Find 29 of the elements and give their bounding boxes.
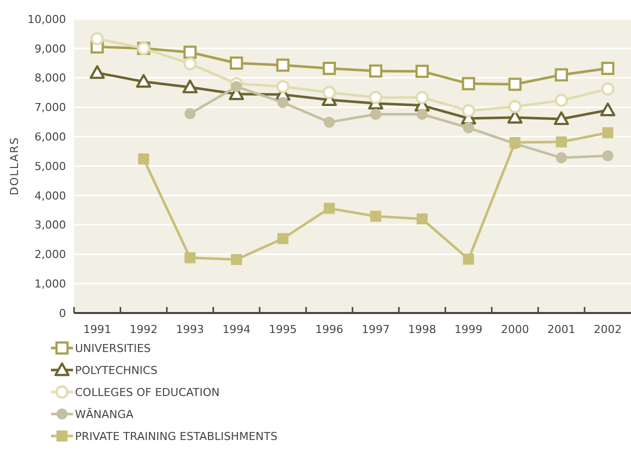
y-tick-label: 3,000 [34,218,66,232]
y-tick-label: 5,000 [34,160,66,173]
x-tick-label: 1996 [315,323,344,336]
x-tick-label: 1995 [268,323,297,336]
y-axis-title: DOLLARS [8,136,21,196]
legend-label: PRIVATE TRAINING ESTABLISHMENTS [75,430,278,443]
x-tick-label: 1993 [176,323,204,336]
y-tick-label: 0 [59,306,66,320]
legend-label: UNIVERSITIES [75,342,151,355]
legend-label: POLYTECHNICS [75,364,158,377]
y-tick-label: 4,000 [34,189,66,202]
y-tick-label: 6,000 [34,130,66,144]
x-tick-label: 1997 [362,323,390,336]
y-tick-label: 8,000 [34,72,66,85]
y-tick-label: 7,000 [34,101,66,114]
y-tick-label: 2,000 [34,248,66,262]
x-tick-label: 2001 [547,323,576,336]
legend-label: WĀNANGA [75,408,134,421]
x-tick-label: 1998 [408,323,436,336]
x-tick-label: 1994 [222,323,250,336]
x-tick-label: 2000 [500,323,529,336]
y-tick-label: 10,000 [28,12,66,26]
x-tick-label: 1991 [83,323,112,336]
legend-label: COLLEGES OF EDUCATION [75,386,220,399]
y-tick-label: 1,000 [34,277,66,290]
y-tick-label: 9,000 [34,42,66,56]
x-tick-label: 1999 [454,323,483,336]
x-tick-label: 1992 [130,323,158,336]
x-tick-label: 2002 [594,323,622,336]
